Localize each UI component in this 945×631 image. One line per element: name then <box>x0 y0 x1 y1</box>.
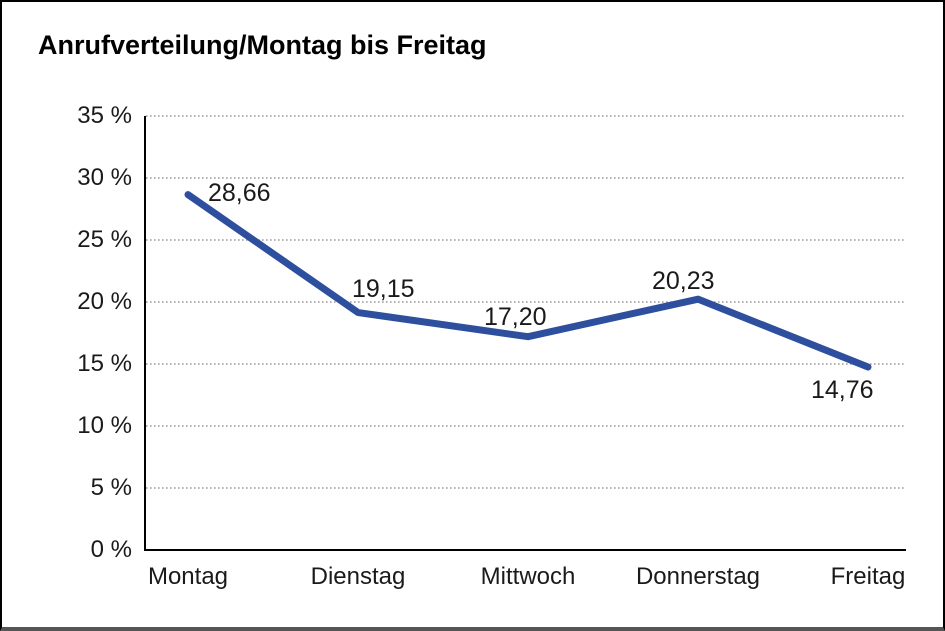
y-axis-label-25: 25 % <box>77 226 132 253</box>
data-label-freitag: 14,76 <box>811 375 874 404</box>
y-axis-label-5: 5 % <box>90 474 132 501</box>
y-axis-label-15: 15 % <box>77 350 132 377</box>
data-label-montag: 28,66 <box>208 178 271 207</box>
x-axis-label-donnerstag: Donnerstag <box>635 563 761 590</box>
x-axis-label-montag: Montag <box>147 563 229 590</box>
y-axis-label-10: 10 % <box>77 412 132 439</box>
y-axis-label-0: 0 % <box>90 536 132 563</box>
x-axis-label-dienstag: Dienstag <box>310 563 406 590</box>
y-axis-label-20: 20 % <box>77 288 132 315</box>
data-label-mittwoch: 17,20 <box>484 302 547 331</box>
data-series-line <box>184 191 872 371</box>
data-label-dienstag: 19,15 <box>352 274 415 303</box>
x-axis-label-freitag: Freitag <box>830 563 906 590</box>
y-axis-label-30: 30 % <box>77 164 132 191</box>
x-axis-label-mittwoch: Mittwoch <box>480 563 576 590</box>
data-label-donnerstag: 20,23 <box>652 267 715 296</box>
y-axis-label-35: 35 % <box>77 102 132 129</box>
chart-title: Anrufverteilung/Montag bis Freitag <box>38 30 487 60</box>
